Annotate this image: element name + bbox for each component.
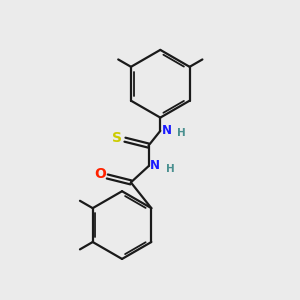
Text: N: N: [162, 124, 172, 137]
Text: H: H: [177, 128, 186, 138]
Text: H: H: [166, 164, 174, 173]
Text: N: N: [150, 159, 160, 172]
Text: O: O: [94, 167, 106, 181]
Text: S: S: [112, 131, 122, 145]
